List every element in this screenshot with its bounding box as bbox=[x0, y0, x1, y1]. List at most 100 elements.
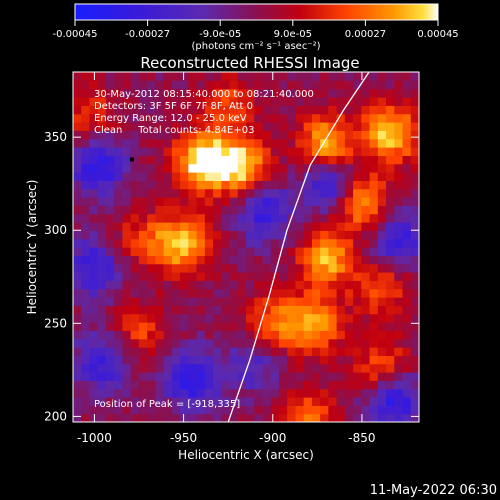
heatmap-cell bbox=[73, 405, 82, 415]
colorbar-tick-label: 0.00045 bbox=[417, 29, 458, 40]
heatmap-cell bbox=[221, 188, 231, 198]
heatmap-cell bbox=[213, 263, 222, 273]
heatmap-cell bbox=[196, 180, 206, 190]
heatmap-cell bbox=[81, 188, 91, 198]
heatmap-cell bbox=[138, 322, 148, 331]
heatmap-cell bbox=[237, 122, 247, 131]
heatmap-cell bbox=[221, 97, 231, 106]
heatmap-cell bbox=[386, 397, 395, 406]
heatmap-cell bbox=[213, 188, 222, 198]
heatmap-cell bbox=[229, 288, 239, 298]
heatmap-cell bbox=[295, 272, 305, 281]
heatmap-cell bbox=[130, 322, 140, 331]
heatmap-cell bbox=[287, 80, 297, 90]
heatmap-cell bbox=[377, 297, 387, 306]
heatmap-cell bbox=[287, 297, 297, 306]
heatmap-cell bbox=[97, 280, 107, 290]
heatmap-cell bbox=[171, 405, 181, 415]
heatmap-cell bbox=[171, 97, 181, 106]
heatmap-cell bbox=[237, 238, 247, 248]
heatmap-cell bbox=[246, 413, 255, 422]
heatmap-cell bbox=[377, 347, 387, 356]
heatmap-cell bbox=[138, 355, 148, 365]
heatmap-cell bbox=[336, 347, 346, 356]
heatmap-cell bbox=[171, 80, 181, 90]
heatmap-cell bbox=[402, 313, 412, 323]
heatmap-cell bbox=[130, 388, 140, 398]
heatmap-cell bbox=[254, 363, 264, 373]
heatmap-cell bbox=[213, 213, 222, 223]
heatmap-cell bbox=[353, 172, 362, 181]
heatmap-cell bbox=[402, 263, 412, 273]
heatmap-cell bbox=[155, 405, 165, 415]
heatmap-cell bbox=[97, 380, 107, 390]
heatmap-cell bbox=[369, 105, 379, 115]
heatmap-cell bbox=[73, 222, 82, 231]
heatmap-cell bbox=[336, 163, 346, 173]
heatmap-cell bbox=[138, 97, 148, 106]
heatmap-cell bbox=[105, 230, 115, 240]
heatmap-cell bbox=[130, 313, 140, 323]
heatmap-cell bbox=[402, 247, 412, 256]
heatmap-cell bbox=[328, 188, 338, 198]
heatmap-cell bbox=[213, 297, 222, 306]
heatmap-cell bbox=[361, 222, 371, 231]
heatmap-cell bbox=[303, 105, 313, 115]
heatmap-cell bbox=[287, 372, 297, 381]
heatmap-cell bbox=[320, 222, 329, 231]
heatmap-cell bbox=[410, 113, 419, 123]
heatmap-cell bbox=[394, 222, 404, 231]
heatmap-cell bbox=[328, 138, 338, 148]
heatmap-cell bbox=[246, 163, 255, 173]
heatmap-cell bbox=[188, 80, 198, 90]
heatmap-cell bbox=[105, 105, 115, 115]
heatmap-cell bbox=[394, 347, 404, 356]
heatmap-cell bbox=[138, 197, 148, 206]
heatmap-cell bbox=[344, 122, 354, 131]
heatmap-cell bbox=[303, 213, 313, 223]
heatmap-cell bbox=[320, 263, 329, 273]
heatmap-cell bbox=[229, 213, 239, 223]
heatmap-cell bbox=[105, 113, 115, 123]
heatmap-cell bbox=[336, 263, 346, 273]
heatmap-cell bbox=[386, 263, 395, 273]
heatmap-cell bbox=[262, 105, 272, 115]
heatmap-cell bbox=[386, 238, 395, 248]
heatmap-cell bbox=[402, 88, 412, 98]
heatmap-cell bbox=[97, 347, 107, 356]
heatmap-cell bbox=[278, 172, 288, 181]
heatmap-cell bbox=[138, 80, 148, 90]
heatmap-cell bbox=[213, 197, 222, 206]
heatmap-cell bbox=[328, 397, 338, 406]
heatmap-cell bbox=[369, 72, 379, 81]
heatmap-cell bbox=[320, 197, 329, 206]
heatmap-cell bbox=[114, 180, 124, 190]
heatmap-cell bbox=[344, 155, 354, 165]
heatmap-cell bbox=[369, 230, 379, 240]
heatmap-cell bbox=[369, 222, 379, 231]
heatmap-cell bbox=[237, 72, 247, 81]
heatmap-cell bbox=[394, 297, 404, 306]
heatmap-cell bbox=[155, 163, 165, 173]
heatmap-cell bbox=[246, 388, 255, 398]
heatmap-cell bbox=[262, 147, 272, 156]
heatmap-cell bbox=[328, 155, 338, 165]
heatmap-cell bbox=[81, 288, 91, 298]
heatmap-cell bbox=[180, 72, 189, 81]
heatmap-cell bbox=[114, 213, 124, 223]
heatmap-cell bbox=[188, 372, 198, 381]
heatmap-cell bbox=[114, 338, 124, 348]
heatmap-cell bbox=[213, 88, 222, 98]
heatmap-cell bbox=[155, 213, 165, 223]
heatmap-cell bbox=[114, 330, 124, 340]
heatmap-cell bbox=[221, 272, 231, 281]
heatmap-cell bbox=[270, 272, 280, 281]
heatmap-cell bbox=[361, 363, 371, 373]
heatmap-cell bbox=[114, 205, 124, 215]
heatmap-cell bbox=[81, 280, 91, 290]
heatmap-cell bbox=[410, 355, 419, 365]
heatmap-cell bbox=[221, 313, 231, 323]
heatmap-cell bbox=[147, 122, 156, 131]
heatmap-cell bbox=[138, 205, 148, 215]
heatmap-cell bbox=[246, 247, 255, 256]
